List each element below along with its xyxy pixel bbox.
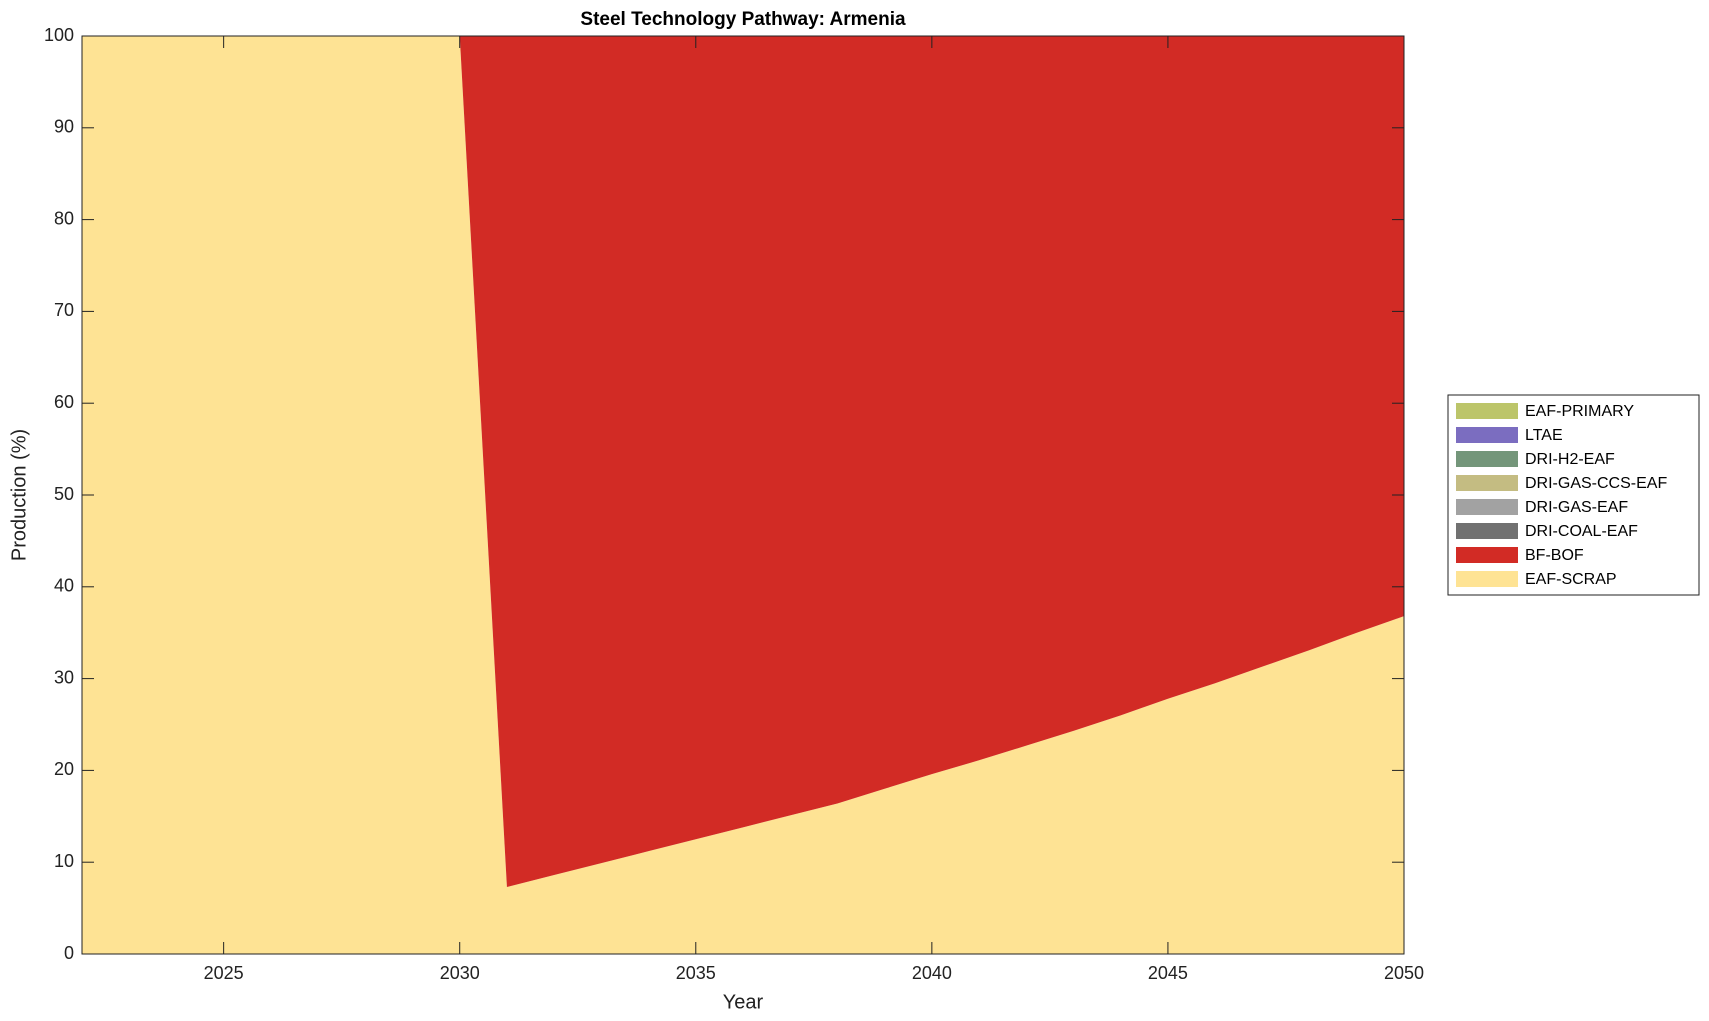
chart-title: Steel Technology Pathway: Armenia — [580, 9, 906, 30]
legend-swatch — [1456, 571, 1518, 587]
legend-label: LTAE — [1525, 427, 1563, 444]
legend-swatch — [1456, 451, 1518, 467]
y-axis-label: Production (%) — [8, 429, 30, 561]
legend-label: EAF-PRIMARY — [1525, 403, 1634, 420]
x-tick-label: 2030 — [440, 963, 480, 983]
y-tick-label: 100 — [44, 25, 74, 45]
y-tick-label: 50 — [54, 484, 74, 504]
legend-label: DRI-GAS-EAF — [1525, 499, 1628, 516]
x-tick-label: 2045 — [1148, 963, 1188, 983]
x-tick-label: 2025 — [204, 963, 244, 983]
legend-label: DRI-H2-EAF — [1525, 451, 1615, 468]
area — [82, 36, 1404, 887]
y-tick-label: 60 — [54, 392, 74, 412]
legend-label: EAF-SCRAP — [1525, 571, 1617, 588]
legend-swatch — [1456, 499, 1518, 515]
y-tick-label: 70 — [54, 300, 74, 320]
legend-swatch — [1456, 475, 1518, 491]
legend-label: DRI-GAS-CCS-EAF — [1525, 475, 1667, 492]
y-tick-label: 10 — [54, 851, 74, 871]
y-tick-label: 30 — [54, 667, 74, 687]
legend-label: DRI-COAL-EAF — [1525, 523, 1638, 540]
legend-swatch — [1456, 427, 1518, 443]
y-tick-label: 0 — [64, 943, 74, 963]
area — [82, 36, 1404, 954]
x-tick-label: 2035 — [676, 963, 716, 983]
legend-swatch — [1456, 547, 1518, 563]
legend-label: BF-BOF — [1525, 547, 1584, 564]
y-tick-label: 40 — [54, 576, 74, 596]
x-tick-label: 2040 — [912, 963, 952, 983]
legend-swatch — [1456, 523, 1518, 539]
y-tick-label: 20 — [54, 759, 74, 779]
y-tick-label: 90 — [54, 117, 74, 137]
y-tick-label: 80 — [54, 208, 74, 228]
legend-box — [1447, 394, 1700, 596]
legend-swatch — [1456, 403, 1518, 419]
x-tick-label: 2050 — [1384, 963, 1424, 983]
x-axis-label: Year — [723, 991, 764, 1013]
